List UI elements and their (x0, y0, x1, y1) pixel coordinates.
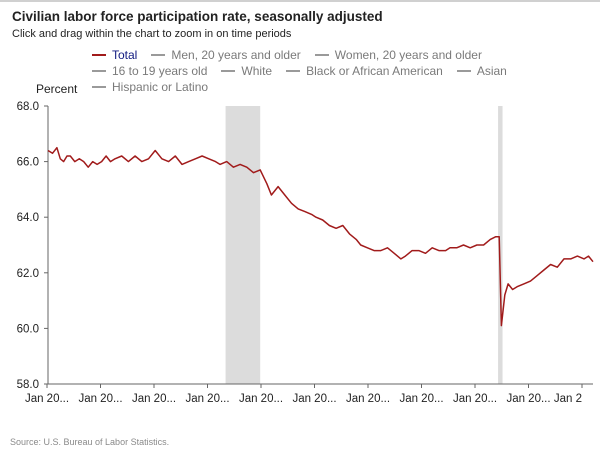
legend-swatch (92, 86, 106, 88)
x-tick-label: Jan 20... (346, 393, 390, 405)
legend-swatch (314, 54, 329, 56)
y-tick-label: 66.0 (17, 157, 39, 169)
x-tick-label: Jan 2 (554, 393, 582, 405)
x-tick-label: Jan 20... (506, 393, 550, 405)
y-tick-label: 68.0 (17, 101, 39, 113)
legend-swatch (92, 54, 106, 56)
x-tick-label: Jan 20... (453, 393, 497, 405)
top-border (0, 0, 600, 2)
y-tick-label: 60.0 (17, 323, 39, 335)
recession-band (225, 106, 261, 384)
legend-item-asian[interactable]: Asian (456, 63, 507, 79)
legend-item-16-to-19[interactable]: 16 to 19 years old (92, 63, 207, 79)
x-tick-label: Jan 20... (185, 393, 229, 405)
chart-subtitle: Click and drag within the chart to zoom … (12, 28, 292, 40)
series-line-total (47, 146, 594, 327)
x-tick-label: Jan 20... (25, 393, 69, 405)
y-tick-label: 62.0 (17, 268, 39, 280)
legend-swatch (92, 70, 106, 72)
x-axis-ticks: Jan 20... Jan 20... Jan 20... Jan 20... Jan … (25, 384, 583, 405)
y-tick-label: 58.0 (17, 379, 39, 391)
legend-row: Total Men, 20 years and older Women, 20 … (92, 47, 552, 63)
y-tick-label: 64.0 (17, 212, 39, 224)
y-axis-ticks: 58.0 60.0 62.0 64.0 66.0 68.0 (17, 101, 48, 391)
legend-swatch (151, 54, 166, 56)
chart-title: Civilian labor force participation rate,… (12, 9, 383, 24)
source-note: Source: U.S. Bureau of Labor Statistics. (10, 437, 170, 447)
x-tick-label: Jan 20... (78, 393, 122, 405)
legend-row: 16 to 19 years old White Black or Africa… (92, 63, 552, 79)
x-tick-label: Jan 20... (292, 393, 336, 405)
legend-swatch (286, 70, 301, 72)
legend-item-total[interactable]: Total (92, 47, 137, 63)
legend-row: Hispanic or Latino (92, 79, 552, 95)
legend-item-women-20-and-older[interactable]: Women, 20 years and older (314, 47, 482, 63)
x-tick-label: Jan 20... (239, 393, 283, 405)
legend-item-hispanic-or-latino[interactable]: Hispanic or Latino (92, 79, 208, 95)
series-layer (47, 146, 594, 327)
x-tick-label: Jan 20... (132, 393, 176, 405)
x-tick-label: Jan 20... (399, 393, 443, 405)
y-axis-label: Percent (36, 82, 78, 96)
legend-item-black-or-african-american[interactable]: Black or African American (286, 63, 443, 79)
legend-swatch (456, 70, 471, 72)
recession-band (498, 106, 503, 384)
legend-item-men-20-and-older[interactable]: Men, 20 years and older (151, 47, 301, 63)
recession-bands (225, 106, 503, 384)
legend-swatch (221, 70, 236, 72)
legend: Total Men, 20 years and older Women, 20 … (92, 47, 552, 95)
legend-item-white[interactable]: White (221, 63, 272, 79)
axes (47, 106, 593, 385)
